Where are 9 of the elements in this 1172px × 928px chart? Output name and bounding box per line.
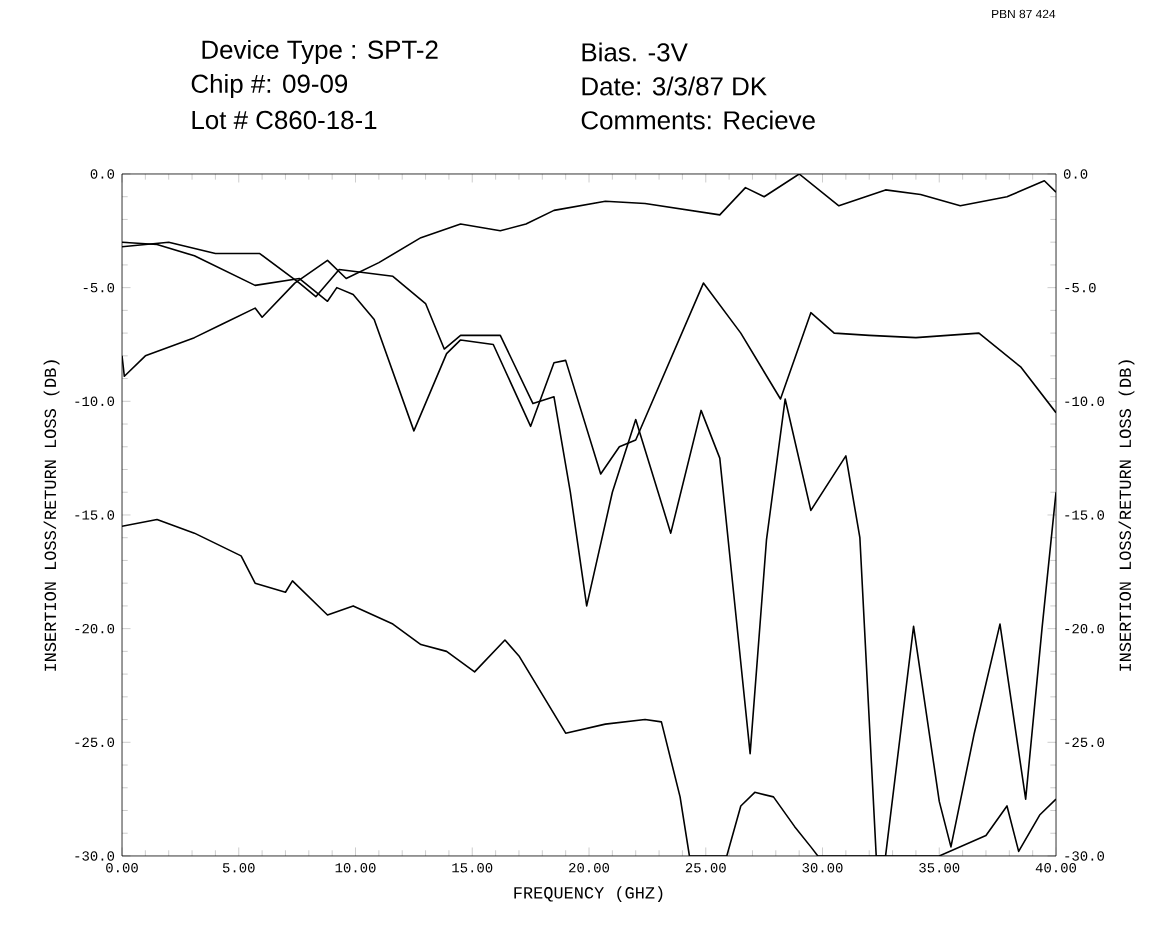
- y2-axis-title: INSERTION LOSS/RETURN LOSS (DB): [1118, 360, 1135, 671]
- text: Lot # C860-18-1: [192, 110, 377, 130]
- y-axis-title: INSERTION LOSS/RETURN LOSS (DB): [43, 360, 60, 671]
- text: Chip #: 09-09: [191, 73, 348, 99]
- text: Device Type : SPT-2: [202, 39, 438, 65]
- text: Comments: Recieve: [581, 110, 815, 130]
- x-axis-title: FREQUENCY (GHZ): [514, 886, 663, 902]
- text: Bias. -3V: [582, 42, 688, 62]
- text: Date: 3/3/87 DK: [582, 76, 767, 96]
